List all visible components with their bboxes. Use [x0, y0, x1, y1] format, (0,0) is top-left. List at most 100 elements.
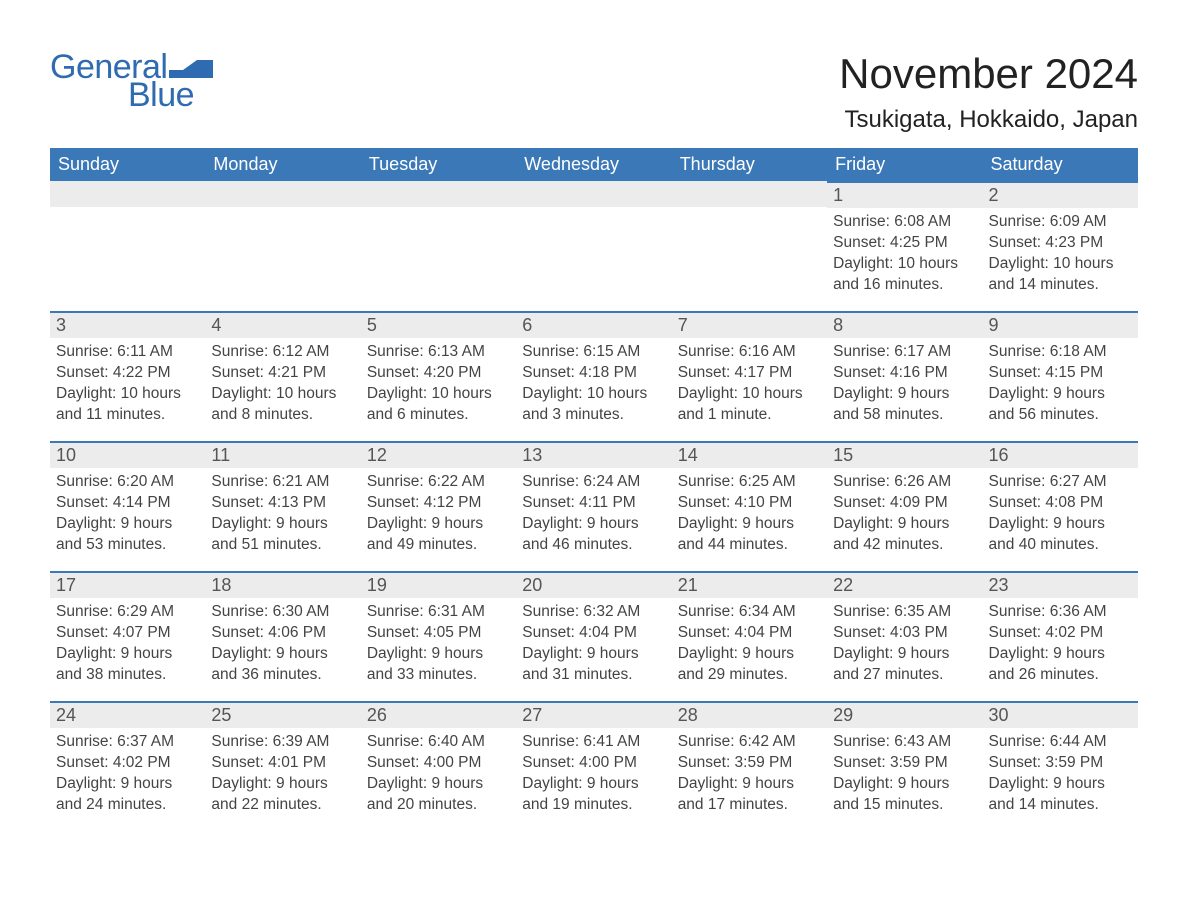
calendar-week-row: 1Sunrise: 6:08 AMSunset: 4:25 PMDaylight… [50, 181, 1138, 311]
day-number: 3 [56, 315, 66, 335]
day-number-row: 24 [50, 701, 205, 728]
sunrise-text: Sunrise: 6:17 AM [833, 342, 976, 363]
sunrise-text: Sunrise: 6:31 AM [367, 602, 510, 623]
daylight-text: and 20 minutes. [367, 795, 510, 816]
calendar-cell: 26Sunrise: 6:40 AMSunset: 4:00 PMDayligh… [361, 701, 516, 831]
sunset-text: Sunset: 4:06 PM [211, 623, 354, 644]
day-cell: 11Sunrise: 6:21 AMSunset: 4:13 PMDayligh… [205, 441, 360, 564]
day-number-row: 18 [205, 571, 360, 598]
sunset-text: Sunset: 4:20 PM [367, 363, 510, 384]
day-number-row: 4 [205, 311, 360, 338]
daylight-text: and 24 minutes. [56, 795, 199, 816]
sunset-text: Sunset: 4:25 PM [833, 233, 976, 254]
sunrise-text: Sunrise: 6:16 AM [678, 342, 821, 363]
day-cell: 2Sunrise: 6:09 AMSunset: 4:23 PMDaylight… [983, 181, 1138, 304]
day-cell: 6Sunrise: 6:15 AMSunset: 4:18 PMDaylight… [516, 311, 671, 434]
day-number: 18 [211, 575, 231, 595]
location: Tsukigata, Hokkaido, Japan [839, 106, 1138, 134]
daylight-text: and 27 minutes. [833, 665, 976, 686]
calendar-cell: 9Sunrise: 6:18 AMSunset: 4:15 PMDaylight… [983, 311, 1138, 441]
empty-day-bar [50, 181, 205, 207]
daylight-text: Daylight: 9 hours [211, 514, 354, 535]
day-cell: 1Sunrise: 6:08 AMSunset: 4:25 PMDaylight… [827, 181, 982, 304]
day-cell: 26Sunrise: 6:40 AMSunset: 4:00 PMDayligh… [361, 701, 516, 824]
day-cell: 29Sunrise: 6:43 AMSunset: 3:59 PMDayligh… [827, 701, 982, 824]
day-number-row: 1 [827, 181, 982, 208]
sunrise-text: Sunrise: 6:34 AM [678, 602, 821, 623]
daylight-text: and 51 minutes. [211, 535, 354, 556]
day-number-row: 23 [983, 571, 1138, 598]
day-number-row: 2 [983, 181, 1138, 208]
sunset-text: Sunset: 4:12 PM [367, 493, 510, 514]
day-number: 7 [678, 315, 688, 335]
day-number: 25 [211, 705, 231, 725]
daylight-text: Daylight: 10 hours [367, 384, 510, 405]
sunrise-text: Sunrise: 6:42 AM [678, 732, 821, 753]
daylight-text: and 15 minutes. [833, 795, 976, 816]
weekday-header: Saturday [983, 148, 1138, 181]
day-cell: 5Sunrise: 6:13 AMSunset: 4:20 PMDaylight… [361, 311, 516, 434]
day-cell: 9Sunrise: 6:18 AMSunset: 4:15 PMDaylight… [983, 311, 1138, 434]
calendar-week-row: 24Sunrise: 6:37 AMSunset: 4:02 PMDayligh… [50, 701, 1138, 831]
sunrise-text: Sunrise: 6:22 AM [367, 472, 510, 493]
day-cell: 10Sunrise: 6:20 AMSunset: 4:14 PMDayligh… [50, 441, 205, 564]
day-number: 4 [211, 315, 221, 335]
day-number-row: 30 [983, 701, 1138, 728]
logo: General Blue [50, 50, 213, 112]
weekday-header: Thursday [672, 148, 827, 181]
daylight-text: and 6 minutes. [367, 405, 510, 426]
daylight-text: and 31 minutes. [522, 665, 665, 686]
day-number: 22 [833, 575, 853, 595]
daylight-text: Daylight: 9 hours [56, 514, 199, 535]
calendar-table: Sunday Monday Tuesday Wednesday Thursday… [50, 148, 1138, 831]
calendar-cell: 4Sunrise: 6:12 AMSunset: 4:21 PMDaylight… [205, 311, 360, 441]
sunset-text: Sunset: 4:21 PM [211, 363, 354, 384]
day-number-row: 13 [516, 441, 671, 468]
day-number-row: 28 [672, 701, 827, 728]
daylight-text: and 1 minute. [678, 405, 821, 426]
calendar-cell: 30Sunrise: 6:44 AMSunset: 3:59 PMDayligh… [983, 701, 1138, 831]
day-number: 9 [989, 315, 999, 335]
day-number: 11 [211, 445, 230, 465]
calendar-cell: 22Sunrise: 6:35 AMSunset: 4:03 PMDayligh… [827, 571, 982, 701]
logo-text-blue: Blue [128, 78, 194, 112]
day-number-row: 19 [361, 571, 516, 598]
calendar-cell: 28Sunrise: 6:42 AMSunset: 3:59 PMDayligh… [672, 701, 827, 831]
day-cell: 20Sunrise: 6:32 AMSunset: 4:04 PMDayligh… [516, 571, 671, 694]
day-number-row: 5 [361, 311, 516, 338]
sunrise-text: Sunrise: 6:41 AM [522, 732, 665, 753]
sunset-text: Sunset: 4:02 PM [989, 623, 1132, 644]
daylight-text: and 40 minutes. [989, 535, 1132, 556]
day-number-row: 7 [672, 311, 827, 338]
calendar-cell [516, 181, 671, 311]
sunset-text: Sunset: 4:03 PM [833, 623, 976, 644]
weekday-header: Wednesday [516, 148, 671, 181]
daylight-text: and 53 minutes. [56, 535, 199, 556]
calendar-cell: 1Sunrise: 6:08 AMSunset: 4:25 PMDaylight… [827, 181, 982, 311]
calendar-cell: 5Sunrise: 6:13 AMSunset: 4:20 PMDaylight… [361, 311, 516, 441]
day-number-row: 9 [983, 311, 1138, 338]
calendar-cell: 16Sunrise: 6:27 AMSunset: 4:08 PMDayligh… [983, 441, 1138, 571]
day-number-row: 15 [827, 441, 982, 468]
day-cell: 30Sunrise: 6:44 AMSunset: 3:59 PMDayligh… [983, 701, 1138, 824]
calendar-cell: 17Sunrise: 6:29 AMSunset: 4:07 PMDayligh… [50, 571, 205, 701]
day-cell: 13Sunrise: 6:24 AMSunset: 4:11 PMDayligh… [516, 441, 671, 564]
weekday-header: Friday [827, 148, 982, 181]
sunset-text: Sunset: 4:11 PM [522, 493, 665, 514]
day-number-row: 14 [672, 441, 827, 468]
day-number-row: 22 [827, 571, 982, 598]
daylight-text: and 56 minutes. [989, 405, 1132, 426]
daylight-text: and 16 minutes. [833, 275, 976, 296]
day-cell: 23Sunrise: 6:36 AMSunset: 4:02 PMDayligh… [983, 571, 1138, 694]
daylight-text: Daylight: 10 hours [989, 254, 1132, 275]
sunset-text: Sunset: 4:01 PM [211, 753, 354, 774]
daylight-text: Daylight: 9 hours [367, 514, 510, 535]
daylight-text: Daylight: 9 hours [989, 774, 1132, 795]
day-number: 21 [678, 575, 698, 595]
day-cell: 21Sunrise: 6:34 AMSunset: 4:04 PMDayligh… [672, 571, 827, 694]
daylight-text: Daylight: 9 hours [522, 514, 665, 535]
day-number: 14 [678, 445, 698, 465]
daylight-text: Daylight: 9 hours [367, 774, 510, 795]
day-number: 10 [56, 445, 76, 465]
sunrise-text: Sunrise: 6:39 AM [211, 732, 354, 753]
